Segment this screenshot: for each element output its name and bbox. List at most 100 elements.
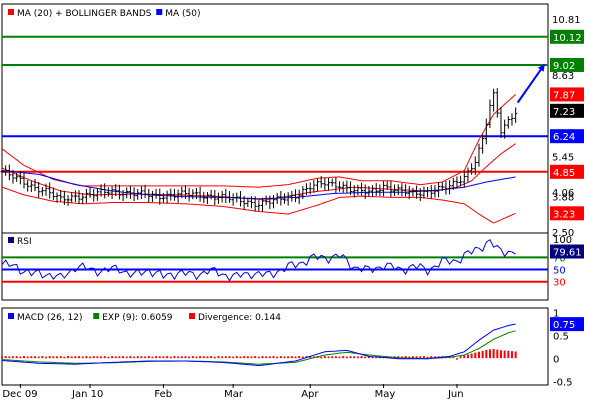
price-bar [470, 163, 474, 175]
month-label: Jan 10 [71, 389, 103, 400]
rsi-legend-label: RSI [17, 237, 32, 247]
divergence-bar [114, 356, 117, 359]
macd-panel-frame [1, 307, 549, 386]
divergence-bar [320, 356, 323, 359]
macd-signal-line [1, 330, 516, 365]
value-box-1: 7.23 [550, 103, 584, 118]
divergence-bar [81, 356, 84, 359]
price-bar [293, 189, 298, 203]
price-bar [246, 197, 250, 207]
divergence-bar [503, 350, 506, 359]
divergence-bar [342, 356, 345, 359]
divergence-bar [309, 356, 312, 359]
price-bar [216, 192, 221, 204]
price-bar [290, 190, 294, 202]
rsi-line [1, 238, 516, 282]
price-bar [66, 195, 70, 206]
price-bar [389, 180, 393, 197]
divergence-bar [103, 356, 106, 359]
divergence-bar [19, 356, 22, 359]
price-bar [70, 192, 74, 204]
price-bar [348, 181, 353, 196]
price-bar [304, 183, 309, 196]
divergence-bar [279, 356, 282, 359]
divergence-bar [327, 356, 330, 359]
divergence-bar [217, 356, 220, 359]
divergence-bar [265, 356, 268, 359]
price-bar [337, 181, 342, 192]
price-bar [473, 156, 477, 175]
level-value-box-1-bg [550, 57, 584, 72]
divergence-bar [283, 356, 286, 359]
price-bar [121, 189, 125, 202]
level-value-box-3-label: 4.85 [553, 168, 575, 179]
divergence-bar [147, 356, 150, 359]
price-bar [139, 186, 144, 200]
price-bar [367, 186, 371, 197]
price-bar [455, 176, 459, 189]
price-bar [492, 88, 496, 112]
level-value-box-0-bg [550, 29, 584, 44]
level-value-box-0-label: 10.12 [553, 33, 582, 44]
divergence-bar [250, 356, 253, 359]
price-bar [437, 182, 441, 198]
price-bar [459, 175, 463, 187]
price-bar [187, 187, 191, 202]
macd-line [1, 323, 516, 367]
price-bar [462, 171, 466, 188]
price-bar [275, 192, 279, 205]
price-bar [514, 107, 518, 124]
price-y-tick: 4.06 [552, 188, 574, 199]
price-bar [488, 99, 492, 129]
rsi-value-box-label: 79.61 [553, 248, 582, 259]
divergence-bar [426, 356, 429, 359]
price-bar [429, 184, 433, 199]
price-bar [0, 168, 4, 178]
macd-y-tick: 0 [553, 355, 559, 366]
price-bar [466, 167, 470, 183]
price-y-tick: 5.45 [552, 152, 574, 163]
divergence-bar [59, 356, 62, 359]
divergence-bar [485, 349, 488, 359]
month-label: Dec 09 [2, 389, 37, 400]
price-y-tick: 2.50 [552, 228, 574, 239]
price-bar [128, 185, 133, 199]
price-bar [356, 184, 360, 196]
rsi-y-tick: 50 [553, 266, 566, 277]
divergence-bar [206, 356, 209, 359]
value-box-0-label: 7.87 [553, 90, 575, 101]
price-y-tick: 10.81 [552, 15, 581, 26]
price-bar [143, 184, 147, 199]
divergence-bar [133, 356, 136, 359]
macd-legend-swatch-0 [8, 313, 14, 319]
divergence-bar [452, 356, 455, 359]
price-bar [403, 184, 408, 197]
price-bar [40, 187, 44, 197]
divergence-bar [488, 349, 491, 359]
divergence-bar [151, 356, 154, 359]
divergence-bar [202, 356, 205, 359]
price-bar [249, 196, 254, 209]
price-bar [136, 189, 140, 200]
price-bar [11, 170, 15, 184]
price-bar [183, 185, 188, 199]
price-bar [374, 183, 378, 196]
price-bar [282, 193, 287, 204]
price-bar [169, 188, 173, 201]
divergence-bar [470, 353, 473, 359]
price-bar [227, 191, 232, 203]
level-value-box-3: 4.85 [550, 164, 584, 179]
divergence-bar [459, 356, 462, 359]
price-bar [213, 189, 217, 206]
macd-legend-swatch-1 [93, 313, 100, 319]
price-bar [220, 190, 224, 203]
divergence-bar [144, 356, 147, 359]
price-bar [301, 186, 305, 200]
value-box-2-bg [550, 206, 584, 221]
price-bar [392, 184, 397, 196]
level-value-box-0: 10.12 [550, 29, 584, 44]
price-bar [235, 192, 239, 203]
divergence-bar [466, 354, 469, 359]
